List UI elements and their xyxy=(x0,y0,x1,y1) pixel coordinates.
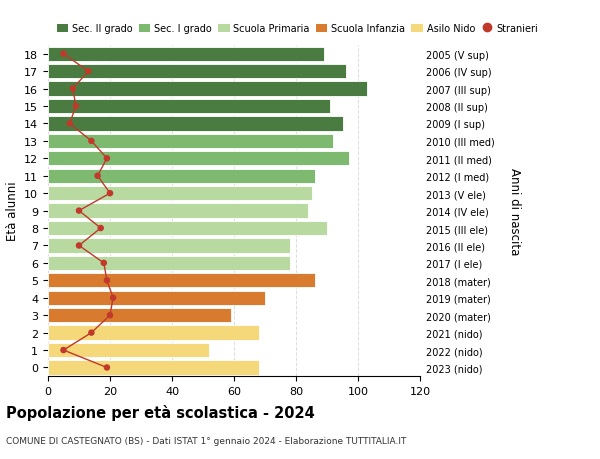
Bar xyxy=(48,47,324,62)
Bar xyxy=(48,326,259,340)
Bar xyxy=(48,187,311,201)
Point xyxy=(71,103,81,111)
Bar xyxy=(48,291,265,305)
Y-axis label: Età alunni: Età alunni xyxy=(5,181,19,241)
Point xyxy=(99,260,109,267)
Point xyxy=(93,173,103,180)
Point xyxy=(102,277,112,285)
Point xyxy=(102,155,112,162)
Point xyxy=(65,121,74,128)
Bar xyxy=(48,82,367,96)
Point xyxy=(83,68,93,76)
Point xyxy=(105,190,115,197)
Legend: Sec. II grado, Sec. I grado, Scuola Primaria, Scuola Infanzia, Asilo Nido, Stran: Sec. II grado, Sec. I grado, Scuola Prim… xyxy=(53,20,542,38)
Point xyxy=(74,207,84,215)
Bar xyxy=(48,256,290,270)
Point xyxy=(74,242,84,250)
Bar xyxy=(48,100,330,114)
Point xyxy=(96,225,106,232)
Bar xyxy=(48,274,314,288)
Bar xyxy=(48,152,349,166)
Bar xyxy=(48,169,314,184)
Point xyxy=(102,364,112,371)
Point xyxy=(86,329,96,336)
Bar xyxy=(48,239,290,253)
Point xyxy=(86,138,96,145)
Bar xyxy=(48,65,346,79)
Bar xyxy=(48,361,259,375)
Bar xyxy=(48,308,231,323)
Point xyxy=(105,312,115,319)
Point xyxy=(59,51,68,58)
Point xyxy=(109,294,118,302)
Text: Popolazione per età scolastica - 2024: Popolazione per età scolastica - 2024 xyxy=(6,404,315,420)
Y-axis label: Anni di nascita: Anni di nascita xyxy=(508,168,521,255)
Point xyxy=(68,86,77,93)
Bar xyxy=(48,221,327,235)
Bar xyxy=(48,343,209,358)
Bar xyxy=(48,134,333,149)
Point xyxy=(59,347,68,354)
Text: COMUNE DI CASTEGNATO (BS) - Dati ISTAT 1° gennaio 2024 - Elaborazione TUTTITALIA: COMUNE DI CASTEGNATO (BS) - Dati ISTAT 1… xyxy=(6,436,406,445)
Bar xyxy=(48,204,308,218)
Bar xyxy=(48,117,343,131)
